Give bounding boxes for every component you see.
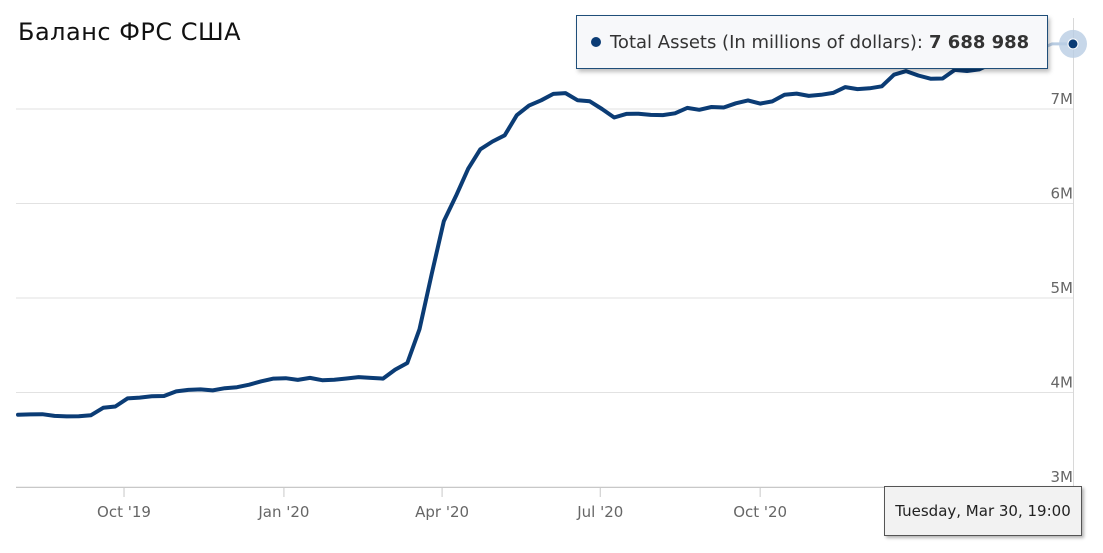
x-tick-label: Oct '20 <box>733 503 787 521</box>
x-tick-label: Jan '20 <box>257 503 309 521</box>
tooltip-series-name: Total Assets (In millions of dollars): <box>610 31 923 53</box>
tooltip-value: 7 688 988 <box>929 31 1030 53</box>
series-line-total-assets <box>16 47 1042 419</box>
chart-title: Баланс ФРС США <box>18 18 242 46</box>
y-tick-label: 7M <box>1051 90 1074 108</box>
x-tick-label: Jul '20 <box>576 503 623 521</box>
y-tick-label: 5M <box>1051 279 1074 297</box>
x-tick-label: Oct '19 <box>97 503 151 521</box>
highlight-marker-point <box>1067 38 1079 50</box>
x-tick-label: Apr '20 <box>415 503 469 521</box>
y-tick-label: 4M <box>1051 374 1074 392</box>
series-dot-icon <box>591 37 601 47</box>
y-tick-label: 3M <box>1051 468 1074 486</box>
tooltip: Total Assets (In millions of dollars): 7… <box>576 15 1048 69</box>
crosshair-date-label: Tuesday, Mar 30, 19:00 <box>884 486 1082 536</box>
y-tick-label: 6M <box>1051 185 1074 203</box>
